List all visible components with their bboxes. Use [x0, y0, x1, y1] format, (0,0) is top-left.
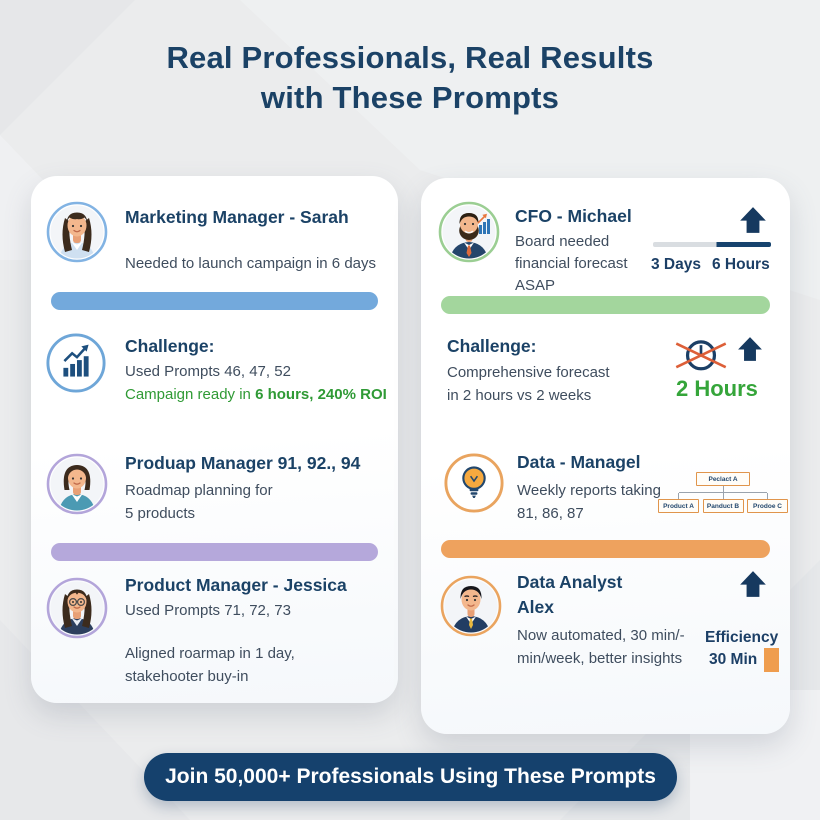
challenge-used-prompts-left: Used Prompts 46, 47, 52 — [125, 363, 291, 380]
challenge-result-left: Campaign ready in 6 hours, 240% ROI — [125, 386, 387, 403]
profile-name-michael: CFO - Michael — [515, 206, 632, 226]
org-chart-line — [722, 486, 724, 492]
time-comparison-bar — [653, 242, 771, 247]
org-chart-child-box: Prodoe C — [747, 499, 788, 513]
avatar-sarah — [45, 200, 109, 264]
card-right-testimonials: CFO - Michael Board needed financial for… — [421, 178, 790, 734]
cta-label: Join 50,000+ Professionals Using These P… — [165, 765, 656, 788]
divider-bar-green — [441, 296, 770, 314]
efficiency-value: 30 Min — [709, 651, 758, 669]
org-chart-top-box: Peclact A — [696, 472, 750, 486]
challenge-heading-left: Challenge: — [125, 336, 215, 356]
card-left-testimonials: Marketing Manager - Sarah Needed to laun… — [31, 176, 398, 703]
profile-result1-jessica: Aligned roarmap in 1 day, — [125, 645, 295, 662]
orange-square-marker — [764, 648, 780, 672]
profile-desc1-data-manager: Weekly reports taking — [517, 482, 661, 499]
profile-desc2-alex: min/week, better insights — [517, 650, 683, 667]
profile-name2-alex: Alex — [517, 597, 554, 617]
profile-desc-michael: Board needed financial forecast ASAP — [515, 233, 628, 294]
challenge-metric-right: 2 Hours — [676, 376, 758, 401]
profile-name-data-manager: Data - Managel — [517, 452, 641, 472]
org-chart-line — [679, 492, 767, 493]
challenge-desc2-right: in 2 hours vs 2 weeks — [447, 387, 592, 404]
profile-desc2-product-manager: 5 products — [125, 505, 196, 522]
efficiency-label: Efficiency — [705, 629, 779, 646]
crossed-clock-icon — [673, 336, 729, 379]
profile-desc-sarah: Needed to launch campaign in 6 days — [125, 255, 377, 272]
profile-used-jessica: Used Prompts 71, 72, 73 — [125, 602, 291, 619]
org-chart-diagram: Peclact A Product A Panduct B Prodoe C — [658, 472, 788, 513]
lightbulb-icon — [443, 452, 505, 514]
challenge-heading-right: Challenge: — [447, 336, 537, 356]
profile-name-sarah: Marketing Manager - Sarah — [125, 207, 349, 227]
divider-bar-orange — [441, 540, 770, 558]
profile-result2-jessica: stakehooter buy-in — [125, 668, 249, 685]
time-before-label: 3 Days — [651, 256, 701, 273]
avatar-jessica — [45, 576, 109, 640]
avatar-alex — [439, 574, 503, 638]
org-chart-child-box: Panduct B — [702, 499, 744, 513]
profile-desc1-product-manager: Roadmap planning for — [125, 482, 273, 499]
profile-desc2-data-manager: 81, 86, 87 — [517, 505, 584, 522]
page-title-line1: Real Professionals, Real Results — [166, 40, 654, 75]
cta-button[interactable]: Join 50,000+ Professionals Using These P… — [144, 753, 677, 801]
challenge-desc1-right: Comprehensive forecast — [447, 364, 610, 381]
divider-bar-purple — [51, 543, 378, 561]
divider-bar-blue — [51, 292, 378, 310]
up-arrow-icon — [737, 336, 763, 362]
page-title: Real Professionals, Real Results with Th… — [0, 38, 820, 118]
profile-name-product-manager: Produap Manager 91, 92., 94 — [125, 453, 361, 473]
efficiency-value-row: 30 Min — [709, 648, 780, 672]
up-arrow-icon — [739, 570, 767, 598]
profile-name-jessica: Product Manager - Jessica — [125, 575, 347, 595]
time-after-label: 6 Hours — [712, 256, 770, 273]
avatar-product-manager — [45, 452, 109, 516]
profile-name1-alex: Data Analyst — [517, 572, 623, 592]
org-chart-line — [658, 493, 788, 499]
profile-desc1-alex: Now automated, 30 min/- — [517, 627, 685, 644]
avatar-michael — [437, 200, 501, 264]
growth-chart-icon — [45, 332, 107, 394]
page-title-line2: with These Prompts — [260, 80, 560, 115]
org-chart-child-box: Product A — [658, 499, 699, 513]
up-arrow-icon — [739, 206, 767, 234]
